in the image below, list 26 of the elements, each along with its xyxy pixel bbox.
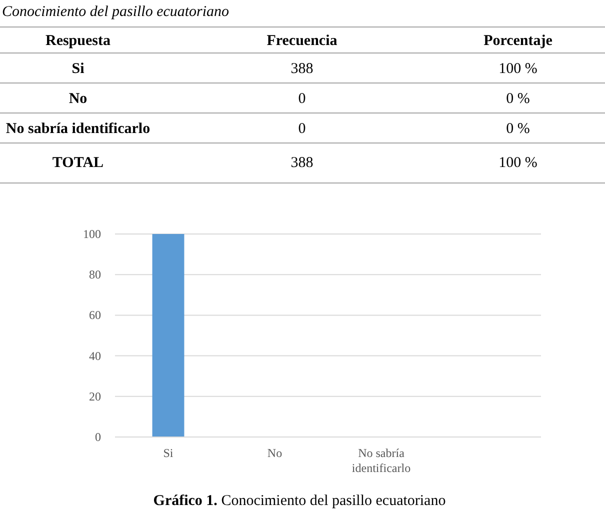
text: 388 xyxy=(290,155,314,171)
y-tick-label: 20 xyxy=(89,389,101,404)
text: Respuesta xyxy=(45,33,111,49)
y-tick-label: 40 xyxy=(89,348,101,363)
y-tick-label: 0 xyxy=(95,430,101,444)
y-tick-label: 80 xyxy=(89,268,101,282)
text: Porcentaje xyxy=(484,33,553,49)
category-label: No xyxy=(68,91,88,107)
text: 388 xyxy=(290,61,314,77)
text: 100 % xyxy=(498,155,538,171)
text: Gráfico 1. Conocimiento del pasillo ecuatoriano xyxy=(153,493,446,509)
text: 100 % xyxy=(498,61,538,77)
x-tick-label: Si xyxy=(163,446,174,460)
y-tick-label: 60 xyxy=(89,308,101,322)
text: 0 % xyxy=(506,121,530,137)
category-label: No sabría identificarlo xyxy=(6,121,150,137)
text: Frecuencia xyxy=(266,33,338,49)
text: TOTAL xyxy=(52,155,104,171)
x-tick-label: No sabría identificarlo xyxy=(352,446,411,475)
text: 0 % xyxy=(506,91,530,107)
text: 0 xyxy=(298,91,306,107)
category-label: Si xyxy=(72,61,84,77)
text: 0 xyxy=(298,121,306,137)
y-tick-label: 100 xyxy=(83,227,101,241)
text: Conocimiento del pasillo ecuatoriano xyxy=(2,4,230,20)
x-tick-label: No xyxy=(267,446,282,460)
